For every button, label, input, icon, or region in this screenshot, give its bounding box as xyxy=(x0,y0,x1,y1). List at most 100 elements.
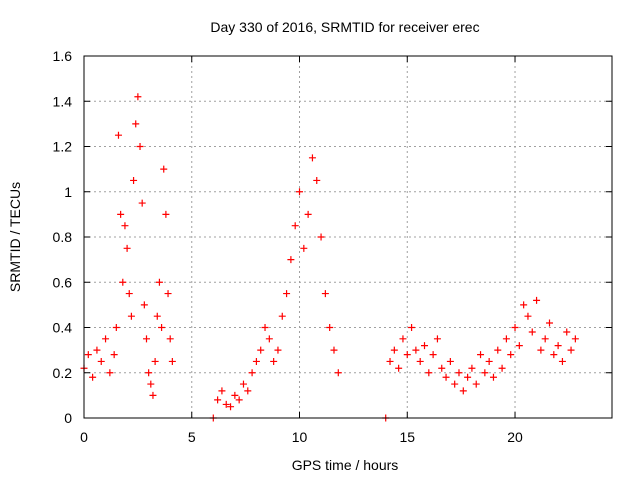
data-point xyxy=(214,396,222,404)
data-point xyxy=(326,324,334,331)
data-point xyxy=(304,210,312,218)
data-point xyxy=(117,210,125,218)
data-point xyxy=(257,346,265,354)
x-axis-label: GPS time / hours xyxy=(292,457,399,473)
data-point xyxy=(132,120,140,128)
data-point xyxy=(515,342,523,350)
data-point xyxy=(261,324,269,331)
data-point xyxy=(102,335,110,343)
data-point xyxy=(390,346,398,354)
data-point xyxy=(138,199,146,207)
data-point xyxy=(270,357,278,365)
y-tick-label: 0.2 xyxy=(53,365,73,381)
data-point xyxy=(114,131,122,139)
data-point xyxy=(162,210,170,218)
data-point xyxy=(130,176,138,184)
data-point xyxy=(89,373,97,381)
data-point xyxy=(313,176,321,184)
y-axis-label: SRMTID / TECUs xyxy=(7,182,23,292)
data-point xyxy=(533,296,541,304)
data-point xyxy=(399,335,407,343)
data-point xyxy=(125,290,133,298)
data-point xyxy=(296,188,304,196)
data-point xyxy=(164,290,172,298)
data-point xyxy=(429,351,437,359)
x-tick-label: 10 xyxy=(292,429,308,445)
data-point xyxy=(511,324,519,331)
data-point xyxy=(403,351,411,359)
data-point xyxy=(166,335,174,343)
data-point xyxy=(330,346,338,354)
data-point xyxy=(160,165,168,173)
x-tick-label: 15 xyxy=(399,429,415,445)
data-point xyxy=(151,357,159,365)
data-point xyxy=(121,222,129,230)
data-point xyxy=(571,335,579,343)
data-point xyxy=(485,357,493,365)
y-tick-label: 1.4 xyxy=(53,93,73,109)
data-point xyxy=(386,357,394,365)
data-point xyxy=(507,351,515,359)
data-point xyxy=(134,93,142,101)
data-point xyxy=(308,154,316,162)
data-point xyxy=(84,351,92,359)
y-tick-label: 0.6 xyxy=(53,274,73,290)
data-point xyxy=(421,342,429,350)
data-point xyxy=(248,369,256,377)
data-point xyxy=(425,369,433,377)
axis-ticks: 0 0.2 0.4 0.6 0.8 1 1.2 1.4 1.6 0 5 10 15 20 xyxy=(53,48,612,445)
data-point xyxy=(541,335,549,343)
data-point xyxy=(489,373,497,381)
data-point xyxy=(528,328,536,336)
x-tick-label: 20 xyxy=(507,429,523,445)
data-point xyxy=(265,335,273,343)
data-point xyxy=(550,351,558,359)
data-point xyxy=(412,346,420,354)
data-point xyxy=(468,364,476,372)
y-tick-label: 0.8 xyxy=(53,229,73,245)
x-tick-label: 5 xyxy=(188,429,196,445)
data-point xyxy=(218,387,226,395)
data-point xyxy=(481,369,489,377)
data-point xyxy=(520,301,528,309)
data-point xyxy=(554,342,562,350)
y-tick-label: 1.6 xyxy=(53,48,73,64)
y-tick-label: 1.2 xyxy=(53,139,73,155)
data-point xyxy=(494,346,502,354)
data-point xyxy=(477,351,485,359)
data-point xyxy=(524,312,532,320)
data-point xyxy=(222,400,230,408)
data-point xyxy=(416,357,424,365)
data-point xyxy=(110,351,118,359)
data-point xyxy=(472,380,480,388)
data-point xyxy=(239,380,247,388)
chart-title: Day 330 of 2016, SRMTID for receiver ere… xyxy=(210,19,479,35)
data-point xyxy=(546,319,554,327)
data-point xyxy=(147,380,155,388)
data-point xyxy=(127,312,135,320)
data-point xyxy=(502,335,510,343)
x-tick-label: 0 xyxy=(80,429,88,445)
data-point xyxy=(149,391,157,399)
data-point xyxy=(287,256,295,264)
data-point xyxy=(464,373,472,381)
y-tick-label: 0 xyxy=(64,410,72,426)
data-point xyxy=(106,369,114,377)
data-point xyxy=(244,387,252,395)
data-point xyxy=(446,357,454,365)
data-point xyxy=(442,373,450,381)
data-point xyxy=(97,357,105,365)
data-point xyxy=(274,346,282,354)
data-point xyxy=(317,233,325,241)
data-point xyxy=(119,278,127,286)
data-point xyxy=(498,364,506,372)
data-point xyxy=(283,290,291,298)
data-point xyxy=(142,335,150,343)
data-point xyxy=(563,328,571,336)
data-point xyxy=(300,244,308,252)
data-point xyxy=(140,301,148,309)
data-point xyxy=(155,278,163,286)
y-tick-label: 1 xyxy=(64,184,72,200)
